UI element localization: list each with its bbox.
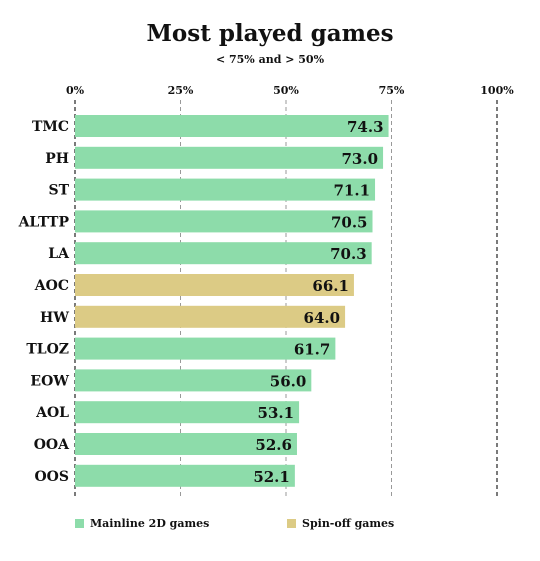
bar-value-label: 61.7 — [294, 341, 331, 359]
legend-label-spinoff: Spin-off games — [302, 517, 395, 530]
bar-value-label: 52.6 — [255, 436, 292, 454]
bar — [75, 274, 354, 296]
category-label: EOW — [30, 373, 69, 389]
bar-value-label: 74.3 — [347, 118, 384, 136]
bar-value-label: 73.0 — [342, 150, 379, 168]
x-tick-label: 50% — [273, 84, 299, 97]
bar-value-label: 70.3 — [330, 245, 367, 263]
x-tick-label: 25% — [168, 84, 194, 97]
bar-value-label: 71.1 — [333, 182, 370, 200]
legend-item-spinoff: Spin-off games — [287, 517, 394, 530]
legend-swatch-mainline — [75, 519, 84, 528]
category-label: HW — [40, 310, 69, 326]
bar — [75, 369, 312, 392]
x-tick-label: 75% — [379, 84, 405, 97]
chart-title: Most played games — [146, 20, 394, 47]
category-label: ST — [48, 183, 69, 199]
legend-label-mainline: Mainline 2D games — [90, 517, 210, 530]
chart-subtitle: < 75% and > 50% — [215, 53, 325, 66]
category-label: OOA — [34, 437, 70, 453]
bar — [75, 464, 295, 487]
labels: 0% 25% 50% 75% 100% TMC 74.3 PH 73.0 ST 71.1 ALTTP 7… — [18, 84, 515, 486]
category-label: OOS — [34, 469, 69, 485]
bar — [75, 337, 336, 360]
bar-value-label: 64.0 — [304, 309, 341, 327]
legend-swatch-spinoff — [287, 519, 296, 528]
legend-item-mainline: Mainline 2D games — [75, 517, 209, 530]
bar — [75, 146, 384, 169]
bar — [75, 115, 389, 137]
category-label: AOL — [35, 405, 69, 421]
category-label: TMC — [32, 119, 69, 135]
category-label: PH — [45, 151, 69, 167]
bar — [75, 401, 300, 424]
category-label: LA — [48, 246, 70, 262]
bar-value-label: 66.1 — [312, 277, 349, 295]
bar — [75, 433, 297, 455]
bar — [75, 210, 373, 233]
bar — [75, 242, 372, 265]
category-label: AOC — [34, 278, 69, 294]
bar-value-label: 70.5 — [331, 213, 368, 231]
bar-value-label: 56.0 — [270, 372, 307, 390]
bars — [75, 115, 389, 487]
x-tick-label: 100% — [480, 84, 514, 97]
bar-value-label: 52.1 — [253, 468, 290, 486]
bar — [75, 178, 376, 201]
category-label: ALTTP — [18, 214, 70, 230]
bar-value-label: 53.1 — [258, 404, 295, 422]
x-tick-label: 0% — [66, 84, 85, 97]
bar — [75, 305, 346, 328]
category-label: TLOZ — [26, 342, 69, 358]
